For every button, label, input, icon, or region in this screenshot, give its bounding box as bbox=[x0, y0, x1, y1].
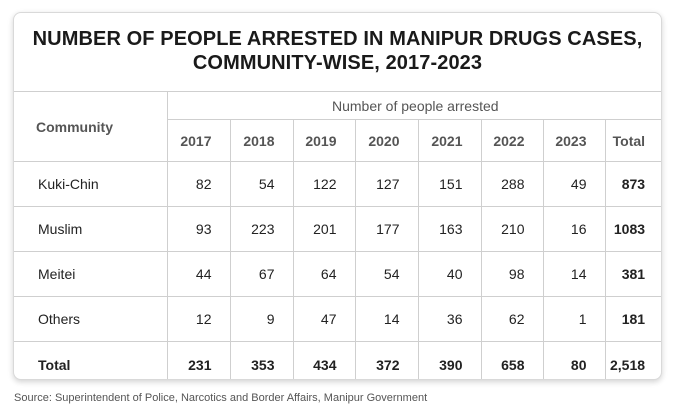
total-cell: 80 bbox=[542, 341, 606, 379]
value-cell: 36 bbox=[417, 296, 482, 342]
row-total-cell: 1083 bbox=[604, 206, 661, 252]
value-cell: 9 bbox=[229, 296, 294, 342]
total-cell: 372 bbox=[354, 341, 419, 379]
value-cell: 47 bbox=[292, 296, 356, 342]
value-cell: 12 bbox=[166, 296, 231, 342]
total-label: Total bbox=[14, 341, 168, 379]
source-note: Source: Superintendent of Police, Narcot… bbox=[14, 392, 428, 404]
value-cell: 122 bbox=[292, 161, 356, 207]
value-cell: 40 bbox=[417, 251, 482, 297]
value-cell: 127 bbox=[354, 161, 419, 207]
title-line-1: NUMBER OF PEOPLE ARRESTED IN MANIPUR DRU… bbox=[32, 28, 643, 50]
value-cell: 54 bbox=[354, 251, 419, 297]
col-header-2017: 2017 bbox=[167, 119, 231, 162]
col-header-2023: 2023 bbox=[542, 119, 606, 162]
col-header-total: Total bbox=[604, 119, 661, 162]
row-total-cell: 181 bbox=[604, 296, 661, 342]
value-cell: 67 bbox=[229, 251, 294, 297]
community-cell: Others bbox=[14, 296, 168, 342]
col-header-2019: 2019 bbox=[292, 119, 356, 162]
table-row: Muslim 93 223 201 177 163 210 16 1083 bbox=[14, 206, 661, 252]
value-cell: 163 bbox=[417, 206, 482, 252]
value-cell: 93 bbox=[166, 206, 231, 252]
arrests-table: Community Number of people arrested 2017… bbox=[14, 91, 661, 379]
value-cell: 98 bbox=[480, 251, 544, 297]
col-header-2018: 2018 bbox=[229, 119, 294, 162]
value-cell: 14 bbox=[542, 251, 606, 297]
col-header-2022: 2022 bbox=[480, 119, 544, 162]
value-cell: 49 bbox=[542, 161, 606, 207]
value-cell: 177 bbox=[354, 206, 419, 252]
col-header-2021: 2021 bbox=[417, 119, 482, 162]
community-cell: Meitei bbox=[14, 251, 168, 297]
row-total-cell: 381 bbox=[604, 251, 661, 297]
total-cell: 231 bbox=[166, 341, 231, 379]
value-cell: 14 bbox=[354, 296, 419, 342]
table-row: Kuki-Chin 82 54 122 127 151 288 49 873 bbox=[14, 161, 661, 207]
total-cell: 353 bbox=[229, 341, 294, 379]
community-header: Community bbox=[14, 91, 168, 162]
header-row-group: Community Number of people arrested bbox=[14, 91, 661, 162]
value-cell: 64 bbox=[292, 251, 356, 297]
table-row: Others 12 9 47 14 36 62 1 181 bbox=[14, 296, 661, 342]
total-cell: 658 bbox=[480, 341, 544, 379]
col-header-2020: 2020 bbox=[354, 119, 419, 162]
value-cell: 62 bbox=[480, 296, 544, 342]
value-cell: 288 bbox=[480, 161, 544, 207]
value-cell: 82 bbox=[166, 161, 231, 207]
table-title: NUMBER OF PEOPLE ARRESTED IN MANIPUR DRU… bbox=[14, 27, 661, 75]
title-line-2: COMMUNITY-WISE, 2017-2023 bbox=[192, 52, 483, 74]
total-row: Total 231 353 434 372 390 658 80 2,518 bbox=[14, 341, 661, 379]
value-cell: 210 bbox=[480, 206, 544, 252]
table-row: Meitei 44 67 64 54 40 98 14 381 bbox=[14, 251, 661, 297]
community-cell: Kuki-Chin bbox=[14, 161, 168, 207]
value-cell: 151 bbox=[417, 161, 482, 207]
value-cell: 1 bbox=[542, 296, 606, 342]
value-cell: 223 bbox=[229, 206, 294, 252]
total-cell: 434 bbox=[292, 341, 356, 379]
grand-total-cell: 2,518 bbox=[604, 341, 661, 379]
value-cell: 16 bbox=[542, 206, 606, 252]
value-cell: 44 bbox=[166, 251, 231, 297]
group-header: Number of people arrested bbox=[166, 91, 661, 120]
community-cell: Muslim bbox=[14, 206, 168, 252]
value-cell: 201 bbox=[292, 206, 356, 252]
value-cell: 54 bbox=[229, 161, 294, 207]
table-card: NUMBER OF PEOPLE ARRESTED IN MANIPUR DRU… bbox=[13, 12, 662, 380]
total-cell: 390 bbox=[417, 341, 482, 379]
row-total-cell: 873 bbox=[604, 161, 661, 207]
